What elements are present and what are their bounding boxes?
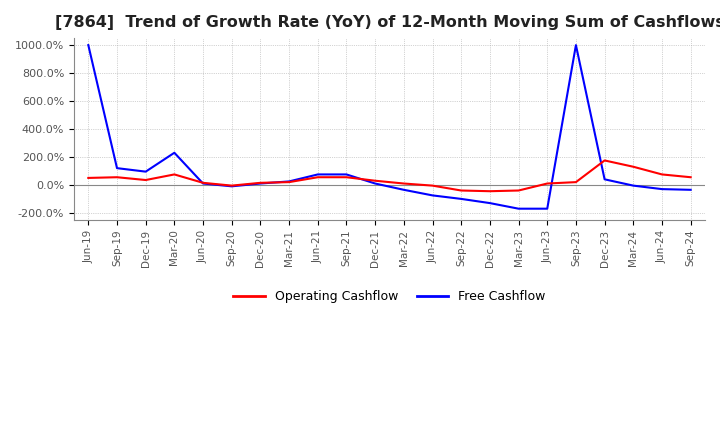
Free Cashflow <box>400 187 408 192</box>
Free Cashflow <box>285 179 294 184</box>
Free Cashflow <box>686 187 695 192</box>
Operating Cashflow <box>572 180 580 185</box>
Free Cashflow <box>572 43 580 48</box>
Operating Cashflow <box>629 164 638 169</box>
Operating Cashflow <box>428 183 437 188</box>
Operating Cashflow <box>199 180 207 186</box>
Free Cashflow <box>428 193 437 198</box>
Free Cashflow <box>84 43 93 48</box>
Free Cashflow <box>112 165 121 171</box>
Operating Cashflow <box>256 180 265 186</box>
Operating Cashflow <box>141 177 150 183</box>
Operating Cashflow <box>514 188 523 193</box>
Operating Cashflow <box>371 178 379 183</box>
Operating Cashflow <box>112 175 121 180</box>
Operating Cashflow <box>485 189 494 194</box>
Operating Cashflow <box>657 172 666 177</box>
Operating Cashflow <box>228 183 236 188</box>
Operating Cashflow <box>84 175 93 180</box>
Operating Cashflow <box>457 188 466 193</box>
Free Cashflow <box>313 172 322 177</box>
Legend: Operating Cashflow, Free Cashflow: Operating Cashflow, Free Cashflow <box>228 285 551 308</box>
Free Cashflow <box>457 196 466 202</box>
Free Cashflow <box>342 172 351 177</box>
Free Cashflow <box>543 206 552 211</box>
Free Cashflow <box>514 206 523 211</box>
Operating Cashflow <box>170 172 179 177</box>
Free Cashflow <box>256 181 265 186</box>
Free Cashflow <box>199 181 207 186</box>
Free Cashflow <box>371 181 379 186</box>
Operating Cashflow <box>543 181 552 186</box>
Line: Operating Cashflow: Operating Cashflow <box>89 161 690 191</box>
Operating Cashflow <box>313 175 322 180</box>
Operating Cashflow <box>686 175 695 180</box>
Free Cashflow <box>657 187 666 192</box>
Line: Free Cashflow: Free Cashflow <box>89 45 690 209</box>
Operating Cashflow <box>600 158 609 163</box>
Free Cashflow <box>485 201 494 206</box>
Free Cashflow <box>228 183 236 189</box>
Operating Cashflow <box>285 180 294 185</box>
Title: [7864]  Trend of Growth Rate (YoY) of 12-Month Moving Sum of Cashflows: [7864] Trend of Growth Rate (YoY) of 12-… <box>55 15 720 30</box>
Operating Cashflow <box>400 181 408 186</box>
Free Cashflow <box>629 183 638 188</box>
Operating Cashflow <box>342 175 351 180</box>
Free Cashflow <box>141 169 150 174</box>
Free Cashflow <box>600 177 609 182</box>
Free Cashflow <box>170 150 179 155</box>
